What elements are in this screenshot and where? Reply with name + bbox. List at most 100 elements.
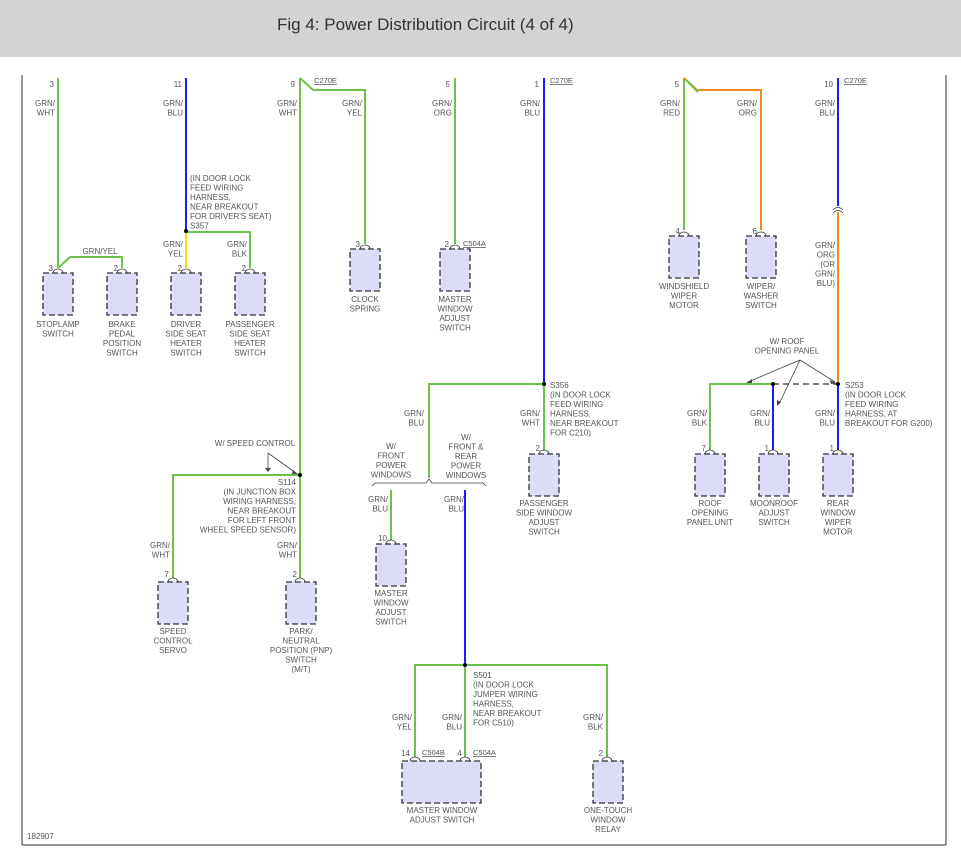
passenger-side-window-switch[interactable] <box>528 449 560 497</box>
pin-label: 5 <box>675 80 680 89</box>
label-line: NEAR BREAKOUT <box>190 203 259 212</box>
driver-seat-heater-switch[interactable] <box>170 268 202 316</box>
components <box>42 231 854 804</box>
wire-color-label: GRN/BLK <box>227 240 248 259</box>
wire-color-label: GRN/WHT <box>35 99 56 118</box>
label-line: GRN/ <box>342 99 363 108</box>
label-line: ADJUST <box>439 314 470 323</box>
label-line: ADJUST SWITCH <box>410 816 475 825</box>
label-line: ADJUST <box>375 608 406 617</box>
label-line: YEL <box>168 250 184 259</box>
label-line: BLU <box>819 109 835 118</box>
label-line: HEATER <box>170 339 202 348</box>
wiper-washer-switch[interactable] <box>745 231 777 279</box>
wire-color-label: GRN/WHT <box>277 99 298 118</box>
wires <box>57 77 844 757</box>
wire-color-label: GRN/BLU <box>520 99 541 118</box>
pin-label: 7 <box>702 444 707 453</box>
wire-color-label: GRN/YEL <box>82 247 118 256</box>
passenger-seat-heater-switch[interactable] <box>234 268 266 316</box>
windshield-wiper-motor[interactable] <box>668 231 700 279</box>
wire-color-label: GRN/RED <box>660 99 681 118</box>
label-line: WINDOW <box>437 305 473 314</box>
component-name: PASSENGER SIDE WINDOW ADJUST SWITCH <box>516 499 572 537</box>
pin-label: 7 <box>165 570 170 579</box>
label-line: SERVO <box>159 646 187 655</box>
wire-color-label: GRN/BLK <box>687 409 708 428</box>
component-pins: 3 2 2 2 3 2 C504A 4 6 7 1 1 2 10 7 2 14 … <box>49 227 835 758</box>
label-line: RELAY <box>595 825 621 834</box>
label-line: SWITCH <box>106 349 138 358</box>
label-line: WIPER <box>671 292 697 301</box>
component-name: REAR WINDOW WIPER MOTOR <box>820 499 856 537</box>
component-name: SPEED CONTROL SERVO <box>153 627 193 655</box>
label-line: FOR C210) <box>550 429 591 438</box>
pnp-switch[interactable] <box>285 577 317 625</box>
brake-pedal-position-switch[interactable] <box>106 268 138 316</box>
label-line: ROOF <box>698 499 721 508</box>
label-line: (IN DOOR LOCK <box>473 681 535 690</box>
splice-s253-label: S253 (IN DOOR LOCK FEED WIRING HARNESS, AT B… <box>845 381 933 428</box>
label-line: WHEEL SPEED SENSOR) <box>200 526 297 535</box>
master-window-switch-mid[interactable] <box>375 539 407 587</box>
label-line: FRONT & <box>449 443 485 452</box>
component-name: MASTER WINDOW ADJUST SWITCH <box>373 589 409 627</box>
label-line: GRN/ <box>583 713 604 722</box>
component-name: DRIVER SIDE SEAT HEATER SWITCH <box>165 320 206 358</box>
label-line: POSITION <box>103 339 141 348</box>
label-line: BLK <box>588 723 604 732</box>
wire-color-label: GRN/BLU <box>404 409 425 428</box>
label-line: GRN/ <box>815 241 836 250</box>
label-line: WHT <box>37 109 55 118</box>
speed-control-servo[interactable] <box>157 577 189 625</box>
wire-color-label: GRN/YEL <box>342 99 363 118</box>
connector-label: C270E <box>844 76 867 85</box>
label-line: PASSENGER <box>519 499 568 508</box>
moonroof-adjust-switch[interactable] <box>758 449 790 497</box>
wire-color-label: GRN/BLU <box>368 495 389 514</box>
label-line: SWITCH <box>745 301 777 310</box>
label-line: CLOCK <box>351 295 379 304</box>
label-line: WASHER <box>744 292 779 301</box>
pin-label: 10 <box>378 534 387 543</box>
master-window-switch-top[interactable] <box>439 244 471 292</box>
roof-opening-panel-unit[interactable] <box>694 449 726 497</box>
label-line: W/ ROOF <box>769 337 804 346</box>
label-line: SWITCH <box>285 656 317 665</box>
clock-spring[interactable] <box>349 244 381 292</box>
page-title: Fig 4: Power Distribution Circuit (4 of … <box>277 15 574 34</box>
splice-labels: (IN DOOR LOCK FEED WIRING HARNESS, NEAR BRE… <box>190 174 933 728</box>
label-line: S114 <box>278 478 297 487</box>
wire-color-label: GRN/WHT <box>277 541 298 560</box>
label-line: PEDAL <box>109 330 136 339</box>
one-touch-window-relay[interactable] <box>592 756 624 804</box>
master-window-switch-bottom[interactable] <box>401 756 482 804</box>
label-line: GRN/ <box>163 240 184 249</box>
label-line: ONE-TOUCH <box>584 806 633 815</box>
label-line: YEL <box>397 723 413 732</box>
label-line: PARK/ <box>289 627 313 636</box>
label-line: MASTER <box>438 295 472 304</box>
label-line: HARNESS, <box>190 193 231 202</box>
label-line: MOTOR <box>669 301 699 310</box>
label-line: GRN/ <box>163 99 184 108</box>
option-front-rear-windows: W/FRONT & REAR POWER WINDOWS <box>446 433 486 480</box>
label-line: REAR <box>455 452 477 461</box>
stoplamp-switch[interactable] <box>42 268 74 316</box>
label-line: GRN/ <box>815 409 836 418</box>
label-line: BLU <box>372 505 388 514</box>
wire-color-label: GRN/WHT <box>150 541 171 560</box>
rear-window-wiper-motor[interactable] <box>822 449 854 497</box>
label-line: (IN DOOR LOCK <box>550 391 612 400</box>
pin-label: 3 <box>49 264 54 273</box>
label-line: CONTROL <box>153 637 193 646</box>
pin-label: 4 <box>458 749 463 758</box>
pin-label: 2 <box>293 570 298 579</box>
label-line: WINDSHIELD <box>659 282 709 291</box>
label-line: FRONT <box>377 452 405 461</box>
label-line: PASSENGER <box>225 320 274 329</box>
label-line: BRAKE <box>108 320 135 329</box>
label-line: ORG <box>739 109 757 118</box>
label-line: GRN/ <box>277 541 298 550</box>
